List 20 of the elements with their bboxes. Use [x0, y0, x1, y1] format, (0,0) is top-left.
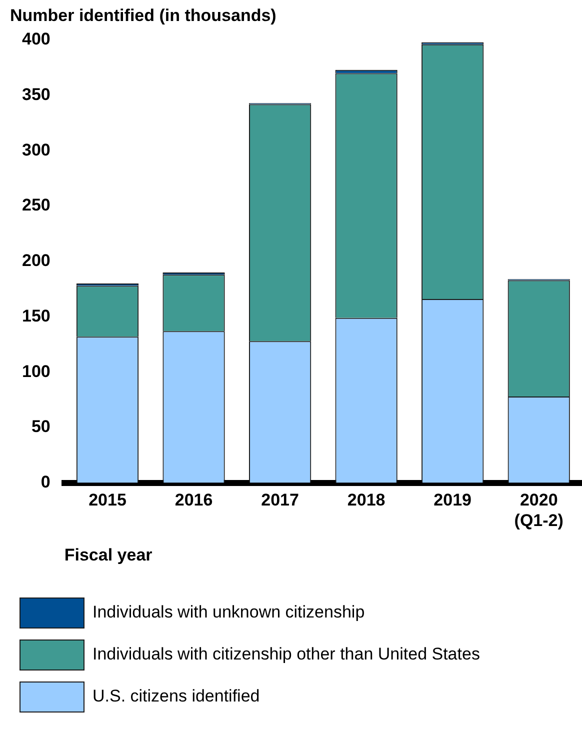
y-axis-title: Number identified (in thousands): [10, 6, 276, 26]
legend-label: Individuals with unknown citizenship: [92, 602, 365, 622]
x-axis-title: Fiscal year: [64, 545, 153, 564]
y-tick-label: 150: [22, 306, 50, 326]
y-tick-label: 350: [22, 85, 50, 104]
legend-label: U.S. citizens identified: [92, 686, 260, 706]
x-tick-label: 2017: [261, 490, 299, 510]
y-tick-label: 200: [22, 251, 50, 270]
x-tick-label: 2020 (Q1-2): [514, 490, 564, 530]
y-tick-label: 50: [31, 417, 50, 436]
x-tick-label: 2019: [434, 490, 472, 510]
y-tick-label: 300: [22, 140, 50, 160]
y-tick-label: 0: [40, 472, 50, 492]
y-tick-label: 250: [22, 196, 50, 215]
x-tick-label: 2018: [347, 490, 386, 510]
legend-label: Individuals with citizenship other than United States: [92, 644, 480, 664]
y-tick-label: 100: [22, 362, 50, 381]
x-tick-label: 2016: [174, 490, 213, 510]
y-tick-label: 400: [22, 30, 50, 49]
x-tick-label: 2015: [88, 490, 126, 510]
